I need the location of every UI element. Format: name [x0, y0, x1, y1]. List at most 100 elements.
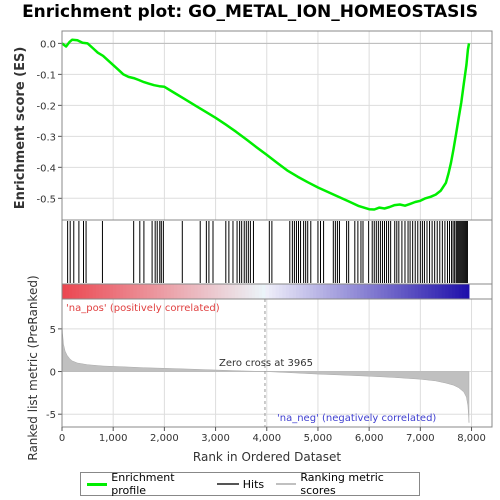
band-segment	[272, 284, 277, 299]
band-segment	[258, 284, 263, 299]
band-segment	[346, 284, 351, 299]
band-segment	[224, 284, 229, 299]
enrichment-profile-swatch	[87, 482, 108, 486]
bottom-y-tick-label: 0	[50, 368, 56, 379]
band-segment	[438, 284, 443, 299]
band-segment	[329, 284, 334, 299]
band-segment	[441, 284, 446, 299]
band-segment	[106, 284, 110, 299]
band-segment	[285, 284, 290, 299]
band-segment	[194, 284, 199, 299]
band-segment	[163, 284, 168, 299]
legend-label: Ranking metric scores	[300, 471, 384, 497]
band-segment	[228, 284, 233, 299]
band-segment	[377, 284, 382, 299]
x-tick-label: 3,000	[201, 433, 230, 444]
top-y-tick-label: -0.2	[36, 101, 56, 112]
band-segment	[394, 284, 399, 299]
top-y-tick-label: -0.3	[36, 132, 56, 143]
top-y-tick-label: -0.1	[36, 70, 56, 81]
band-segment	[146, 284, 151, 299]
band-segment	[82, 284, 87, 299]
band-segment	[68, 284, 73, 299]
hits-plot-frame	[61, 219, 493, 285]
band-segment	[262, 284, 266, 299]
legend-item-ranking-metric: Ranking metric scores	[276, 471, 413, 497]
band-segment	[65, 284, 70, 299]
band-segment	[302, 284, 307, 299]
band-segment	[136, 284, 141, 299]
legend: Enrichment profile Hits Ranking metric s…	[80, 471, 420, 497]
band-segment	[363, 284, 368, 299]
bottom-y-axis-label: Ranked list metric (PreRanked)	[26, 275, 40, 460]
band-segment	[95, 284, 100, 299]
legend-label: Enrichment profile	[111, 471, 175, 497]
band-segment	[326, 284, 331, 299]
band-segment	[323, 284, 328, 299]
band-segment	[109, 284, 114, 299]
band-segment	[207, 284, 212, 299]
band-segment	[248, 284, 253, 299]
band-segment	[431, 284, 436, 299]
band-segment	[374, 284, 378, 299]
band-segment	[211, 284, 216, 299]
band-segment	[214, 284, 219, 299]
band-segment	[336, 284, 341, 299]
band-segment	[89, 284, 94, 299]
band-segment	[275, 284, 280, 299]
band-segment	[150, 284, 155, 299]
band-segment	[221, 284, 226, 299]
band-segment	[238, 284, 243, 299]
band-segment	[170, 284, 175, 299]
band-segment	[306, 284, 311, 299]
band-segment	[390, 284, 395, 299]
bottom-y-tick-label: 5	[50, 325, 56, 336]
band-segment	[116, 284, 121, 299]
band-segment	[218, 284, 222, 299]
band-segment	[255, 284, 260, 299]
top-plot-area	[62, 31, 492, 220]
ranking-metric-area	[61, 320, 470, 423]
band-segment	[360, 284, 365, 299]
band-segment	[418, 284, 422, 299]
x-tick-label: 0	[59, 433, 65, 444]
band-segment	[401, 284, 406, 299]
band-segment	[309, 284, 314, 299]
band-segment	[353, 284, 358, 299]
band-segment	[177, 284, 182, 299]
band-segment	[160, 284, 165, 299]
top-y-tick-label: -0.4	[36, 163, 56, 174]
band-segment	[234, 284, 239, 299]
band-segment	[411, 284, 416, 299]
band-segment	[201, 284, 205, 299]
band-segment	[445, 284, 450, 299]
band-segment	[282, 284, 287, 299]
band-segment	[123, 284, 127, 299]
band-segment	[197, 284, 202, 299]
band-segment	[62, 284, 66, 299]
zero-cross-label: Zero cross at 3965	[219, 358, 313, 369]
band-segment	[289, 284, 294, 299]
band-segment	[187, 284, 192, 299]
x-axis-label: Rank in Ordered Dataset	[193, 450, 341, 464]
band-segment	[251, 284, 256, 299]
x-tick-label: 2,000	[150, 433, 179, 444]
band-segment	[397, 284, 402, 299]
band-segment	[458, 284, 463, 299]
x-tick-label: 6,000	[355, 433, 384, 444]
band-segment	[357, 284, 361, 299]
ranked-metric-panel: 5 0 -5	[46, 298, 493, 428]
band-segment	[333, 284, 338, 299]
band-segment	[119, 284, 124, 299]
band-segment	[78, 284, 83, 299]
band-segment	[85, 284, 90, 299]
band-segment	[387, 284, 392, 299]
ranking-metric-swatch	[276, 483, 297, 485]
band-segment	[340, 284, 344, 299]
negative-correlation-label: 'na_neg' (negatively correlated)	[277, 413, 436, 424]
band-segment	[245, 284, 250, 299]
band-segment	[462, 284, 467, 299]
band-segment	[133, 284, 138, 299]
hits-panel	[61, 219, 493, 285]
